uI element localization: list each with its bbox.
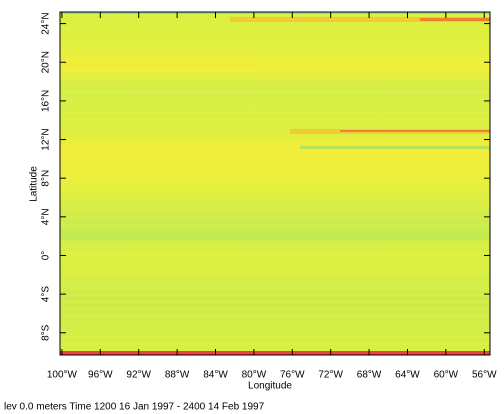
x-tick-label: 80°W xyxy=(242,370,267,381)
footer: lev 0.0 meters Time 1200 16 Jan 1997 - 2… xyxy=(4,402,265,413)
x-axis-label: Longitude xyxy=(248,381,292,392)
y-tick-label: 12°N xyxy=(41,128,52,150)
y-tick-label: 16°N xyxy=(41,90,52,112)
x-tick-label: 72°W xyxy=(318,370,343,381)
y-tick-label: 0° xyxy=(41,251,52,261)
y-tick-label: 24°N xyxy=(41,12,52,34)
field xyxy=(60,12,490,355)
x-tick-label: 88°W xyxy=(165,370,190,381)
x-tick-label: 96°W xyxy=(88,370,113,381)
x-tick-label: 100°W xyxy=(47,370,78,381)
x-tick-label: 92°W xyxy=(126,370,151,381)
x-tick-label: 68°W xyxy=(357,370,382,381)
y-tick-label: 4°N xyxy=(41,208,52,225)
y-tick-label: 8°S xyxy=(41,324,52,341)
y-axis-label: Latitude xyxy=(29,166,40,202)
x-tick-label: 84°W xyxy=(203,370,228,381)
plot-frame xyxy=(59,11,491,356)
x-tick-label: 64°W xyxy=(395,370,420,381)
x-tick-label: 76°W xyxy=(280,370,305,381)
x-tick-label: 56°W xyxy=(472,370,497,381)
y-tick-label: 4°S xyxy=(41,286,52,303)
x-tick-label: 60°W xyxy=(434,370,459,381)
y-tick-label: 20°N xyxy=(41,51,52,73)
y-tick-label: 8°N xyxy=(41,170,52,187)
